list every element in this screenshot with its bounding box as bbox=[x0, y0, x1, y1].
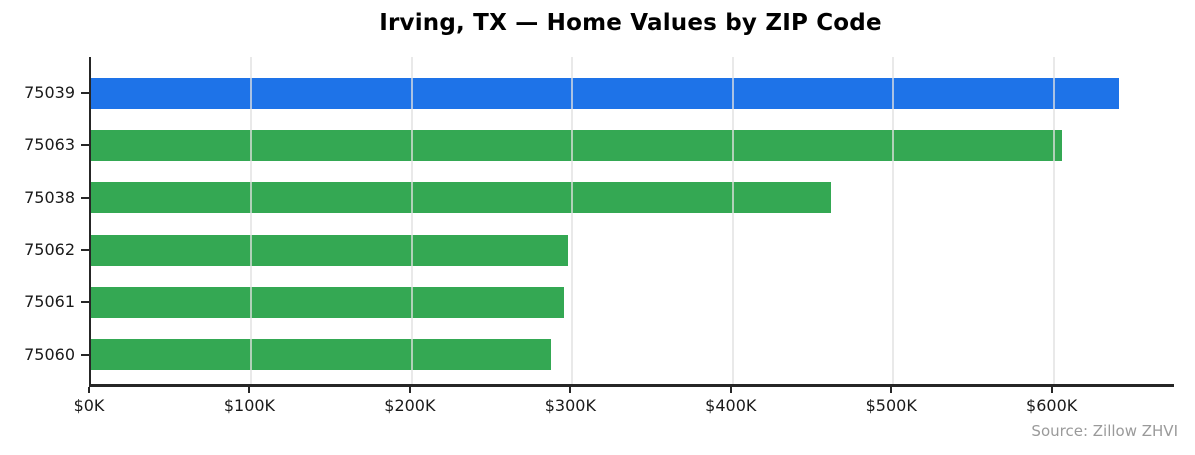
y-axis-label: 75038 bbox=[24, 187, 75, 207]
y-axis-tick bbox=[81, 301, 89, 304]
x-axis-tick bbox=[729, 387, 732, 393]
y-axis-tick bbox=[81, 144, 89, 147]
bar-75061 bbox=[91, 286, 565, 318]
y-axis-tick bbox=[81, 92, 89, 95]
bar-row: 75060 bbox=[24, 329, 1174, 381]
y-axis-tick bbox=[81, 249, 89, 252]
bar-75060 bbox=[91, 339, 552, 371]
x-axis-tick bbox=[1050, 387, 1053, 393]
x-axis-label: $0K bbox=[73, 396, 105, 415]
x-axis-label: $500K bbox=[865, 396, 917, 415]
bar-row: 75039 bbox=[24, 67, 1174, 119]
x-axis-tick bbox=[569, 387, 572, 393]
x-axis: $0K $100K $200K $300K $400K $500K $600K bbox=[0, 387, 1195, 427]
bar-row: 75062 bbox=[24, 224, 1174, 276]
bar-75062 bbox=[91, 234, 568, 266]
x-axis-label: $200K bbox=[384, 396, 436, 415]
bar-75063 bbox=[91, 129, 1062, 161]
x-axis-tick bbox=[408, 387, 411, 393]
y-axis-label: 75039 bbox=[24, 83, 75, 103]
source-note: Source: Zillow ZHVI bbox=[1031, 422, 1178, 440]
plot-area: 75039 75063 75038 75062 75061 75060 bbox=[24, 57, 1174, 387]
bar-row: 75038 bbox=[24, 172, 1174, 224]
x-axis-label: $100K bbox=[223, 396, 276, 415]
y-axis-label: 75062 bbox=[24, 240, 75, 260]
bar-75038 bbox=[91, 182, 831, 214]
bar-row: 75061 bbox=[24, 276, 1174, 328]
bar-row: 75063 bbox=[24, 119, 1174, 171]
y-axis-label: 75063 bbox=[24, 135, 75, 155]
y-axis-label: 75061 bbox=[24, 292, 75, 312]
y-axis-tick bbox=[81, 196, 89, 199]
x-axis-label: $400K bbox=[705, 396, 757, 415]
bar-75039 bbox=[91, 77, 1120, 109]
bar-rows: 75039 75063 75038 75062 75061 75060 bbox=[24, 57, 1174, 384]
x-axis-tick bbox=[890, 387, 893, 393]
x-axis-tick bbox=[248, 387, 251, 393]
y-axis-tick bbox=[81, 353, 89, 356]
x-axis-label: $600K bbox=[1026, 396, 1078, 415]
y-axis-label: 75060 bbox=[24, 344, 75, 364]
chart-title: Irving, TX — Home Values by ZIP Code bbox=[379, 10, 882, 36]
x-axis-label: $300K bbox=[544, 396, 596, 415]
x-axis-tick bbox=[88, 387, 90, 393]
